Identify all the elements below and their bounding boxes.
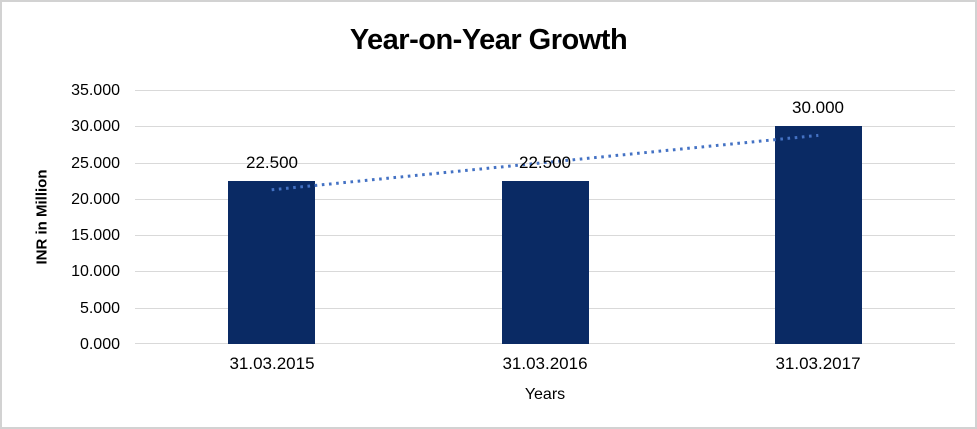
- y-axis-title: INR in Million: [33, 169, 51, 265]
- y-tick-label: 0.000: [79, 336, 120, 353]
- gridline: [135, 126, 955, 127]
- y-tick-label: 30.000: [71, 118, 120, 136]
- y-tick-label: 25.000: [71, 154, 120, 172]
- bar-value-label: 22.500: [246, 153, 298, 172]
- y-tick-label: 20.000: [71, 190, 120, 208]
- x-category-label: 31.03.2016: [502, 354, 588, 373]
- chart-title: Year-on-Year Growth: [349, 24, 628, 56]
- bar-value-label: 22.500: [519, 153, 571, 172]
- y-tick-label: 10.000: [71, 263, 120, 281]
- bar: [775, 126, 862, 344]
- bar-value-label: 30.000: [792, 98, 844, 117]
- bar: [502, 181, 589, 344]
- x-category-label: 31.03.2015: [229, 354, 315, 373]
- gridline: [135, 90, 955, 91]
- x-category-label: 31.03.2017: [775, 354, 861, 373]
- bar: [228, 181, 315, 344]
- y-tick-label: 15.000: [71, 227, 120, 245]
- y-tick-label: 35.000: [71, 82, 120, 99]
- y-tick-label: 5.000: [79, 299, 120, 317]
- x-axis-title: Years: [524, 386, 566, 403]
- plot-area: 22.500 22.500 30.000: [135, 90, 955, 344]
